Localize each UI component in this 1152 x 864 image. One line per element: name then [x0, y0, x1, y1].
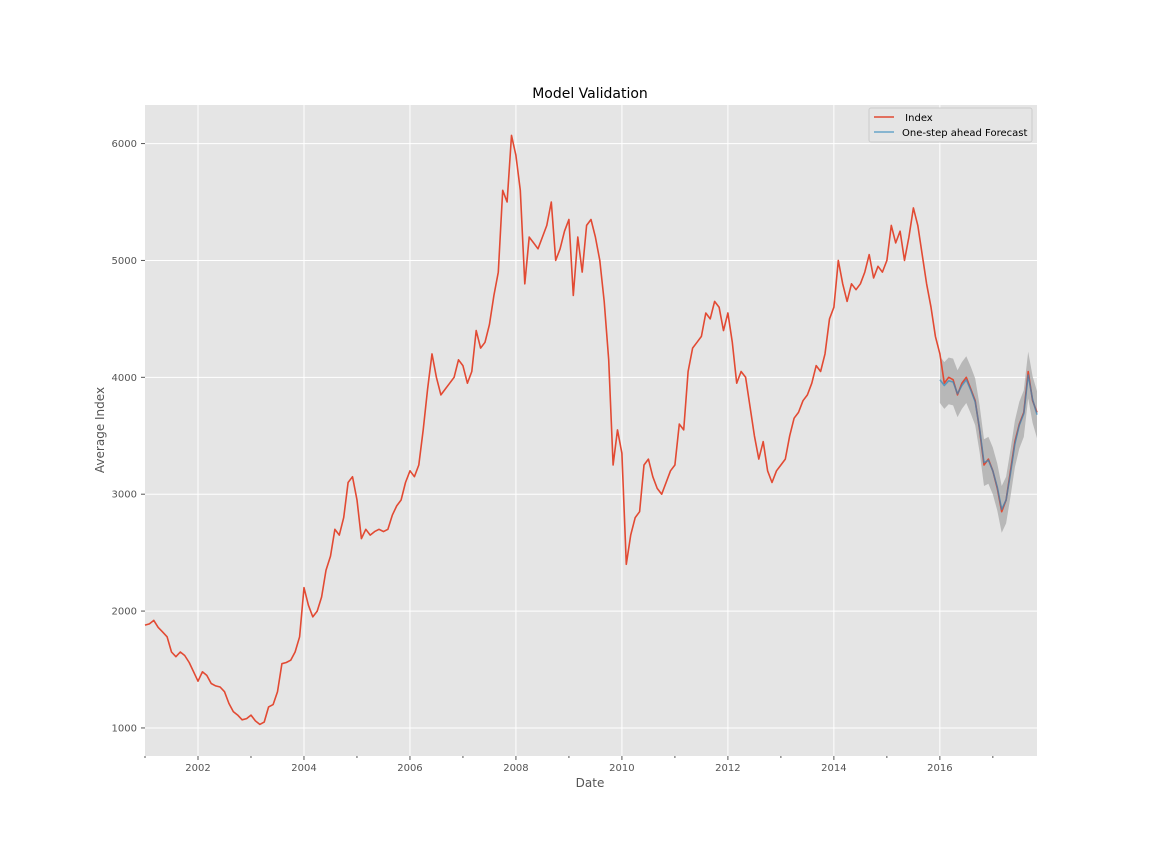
- y-tick-label: 2000: [112, 607, 137, 618]
- series-lines: [144, 134, 1038, 726]
- series-line-index: [144, 134, 1038, 726]
- y-tick-label: 1000: [112, 723, 137, 734]
- x-tick-label: 2006: [397, 763, 422, 774]
- grid-lines: [145, 105, 1037, 756]
- x-axis-ticks: 2002 2004 2006 2008 2010 2012 2014 2016: [144, 756, 994, 774]
- y-axis-ticks: 1000 2000 3000 4000 5000 6000: [112, 139, 145, 734]
- x-tick-label: 2016: [927, 763, 952, 774]
- confidence-interval-area: [939, 351, 1037, 533]
- y-tick-label: 5000: [112, 256, 137, 267]
- x-tick-label: 2002: [185, 763, 210, 774]
- x-tick-label: 2004: [291, 763, 316, 774]
- x-tick-label: 2010: [609, 763, 634, 774]
- forecast-confidence-band: [939, 351, 1037, 533]
- plot-background: [145, 105, 1037, 756]
- y-tick-label: 3000: [112, 490, 137, 501]
- legend-label-index: Index: [902, 113, 933, 124]
- x-tick-label: 2012: [715, 763, 740, 774]
- legend: Index One-step ahead Forecast: [868, 107, 1033, 143]
- y-tick-label: 4000: [112, 373, 137, 384]
- x-axis-label: Date: [576, 776, 605, 790]
- y-tick-label: 6000: [112, 139, 137, 150]
- chart-title: Model Validation: [532, 86, 648, 102]
- legend-box: [868, 107, 1033, 143]
- x-tick-label: 2014: [821, 763, 846, 774]
- series-line-forecast: [939, 374, 1038, 511]
- legend-label-forecast: One-step ahead Forecast: [902, 128, 1027, 139]
- y-axis-label: Average Index: [93, 387, 107, 473]
- x-tick-label: 2008: [503, 763, 528, 774]
